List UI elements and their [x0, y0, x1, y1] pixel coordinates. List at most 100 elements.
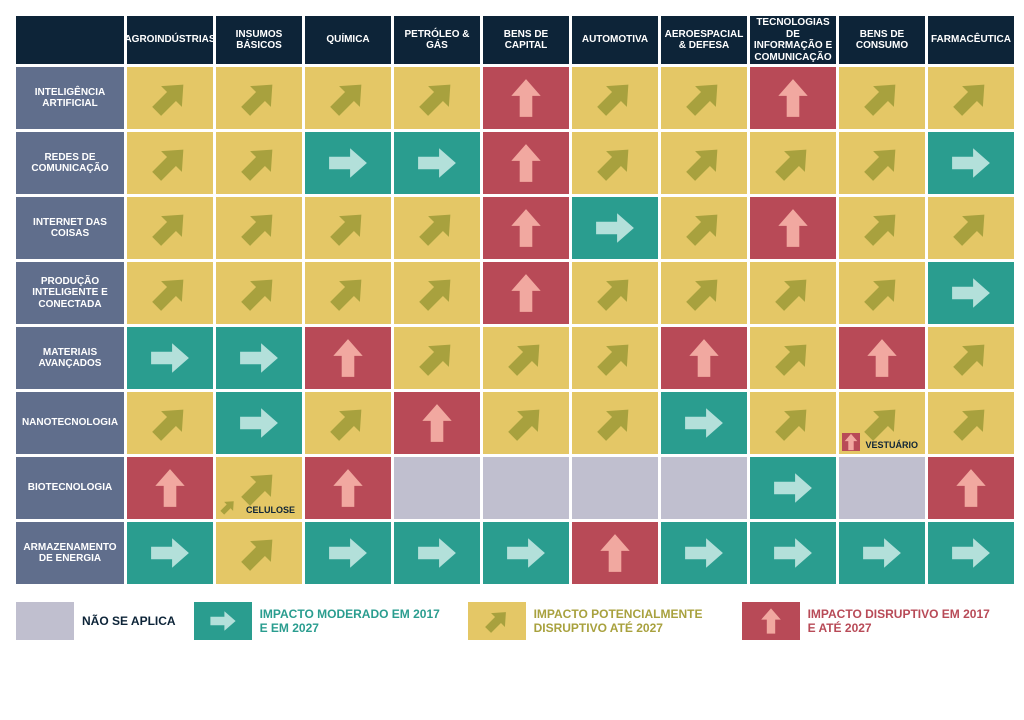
matrix-cell — [839, 457, 925, 519]
impact-arrow-icon — [590, 340, 640, 376]
matrix-cell — [394, 327, 480, 389]
matrix-cell — [127, 67, 213, 129]
impact-arrow-icon — [501, 405, 551, 441]
impact-arrow-icon — [145, 145, 195, 181]
impact-arrow-icon — [323, 535, 373, 571]
matrix-cell — [127, 392, 213, 454]
impact-arrow-icon — [323, 470, 373, 506]
impact-arrow-icon — [234, 470, 284, 506]
impact-arrow-icon — [946, 470, 996, 506]
cell-note-label: CELULOSE — [242, 504, 299, 516]
matrix-cell — [661, 197, 747, 259]
corner-cell — [16, 16, 124, 64]
impact-arrow-icon — [234, 80, 284, 116]
legend: NÃO SE APLICA IMPACTO MODERADO EM 2017 E… — [16, 602, 1008, 640]
matrix-cell — [127, 457, 213, 519]
impact-arrow-icon — [679, 145, 729, 181]
impact-arrow-icon — [145, 80, 195, 116]
impact-arrow-icon — [145, 210, 195, 246]
col-header: AEROESPACIAL & DEFESA — [661, 16, 747, 64]
matrix-cell — [305, 67, 391, 129]
matrix-cell — [305, 197, 391, 259]
row-header: NANOTECNOLOGIA — [16, 392, 124, 454]
matrix-cell — [394, 67, 480, 129]
matrix-cell — [839, 262, 925, 324]
matrix-cell — [483, 67, 569, 129]
col-header: AUTOMOTIVA — [572, 16, 658, 64]
matrix-cell — [216, 327, 302, 389]
impact-arrow-icon — [234, 210, 284, 246]
impact-arrow-icon — [412, 80, 462, 116]
matrix-cell — [928, 392, 1014, 454]
impact-arrow-icon — [412, 340, 462, 376]
impact-arrow-icon — [323, 340, 373, 376]
impact-arrow-icon — [234, 340, 284, 376]
matrix-cell — [127, 132, 213, 194]
impact-arrow-icon — [501, 535, 551, 571]
impact-arrow-icon — [234, 145, 284, 181]
matrix-cell — [750, 457, 836, 519]
matrix-cell — [661, 132, 747, 194]
impact-arrow-icon — [768, 470, 818, 506]
matrix-cell: CELULOSE — [216, 457, 302, 519]
impact-arrow-icon — [768, 275, 818, 311]
col-header: QUÍMICA — [305, 16, 391, 64]
impact-arrow-icon — [946, 340, 996, 376]
impact-arrow-icon — [234, 275, 284, 311]
col-header: TECNOLOGIAS DE INFORMAÇÃO E COMUNICAÇÃO — [750, 16, 836, 64]
col-header: AGROINDÚSTRIAS — [127, 16, 213, 64]
matrix-cell — [661, 327, 747, 389]
matrix-cell — [750, 132, 836, 194]
impact-arrow-icon — [145, 275, 195, 311]
impact-arrow-icon — [857, 535, 907, 571]
impact-arrow-icon — [323, 145, 373, 181]
matrix-cell — [839, 132, 925, 194]
legend-item-disruptive: IMPACTO DISRUPTIVO EM 2017 E ATÉ 2027 — [742, 602, 998, 640]
impact-arrow-icon — [590, 145, 640, 181]
matrix-cell — [928, 522, 1014, 584]
matrix-cell — [216, 392, 302, 454]
matrix-cell — [928, 262, 1014, 324]
matrix-cell — [661, 522, 747, 584]
matrix-cell — [661, 457, 747, 519]
impact-arrow-icon — [679, 275, 729, 311]
matrix-cell — [750, 197, 836, 259]
matrix-cell — [305, 262, 391, 324]
matrix-cell — [661, 392, 747, 454]
impact-arrow-icon — [323, 80, 373, 116]
impact-arrow-icon — [768, 535, 818, 571]
matrix-cell — [394, 457, 480, 519]
legend-item-potential: IMPACTO POTENCIALMENTE DISRUPTIVO ATÉ 20… — [468, 602, 724, 640]
row-header: INTERNET DAS COISAS — [16, 197, 124, 259]
matrix-cell — [839, 522, 925, 584]
matrix-cell — [750, 327, 836, 389]
impact-arrow-icon — [857, 405, 907, 441]
impact-arrow-icon — [679, 340, 729, 376]
impact-arrow-icon — [857, 275, 907, 311]
impact-arrow-icon — [768, 405, 818, 441]
matrix-cell — [928, 197, 1014, 259]
impact-arrow-icon — [679, 535, 729, 571]
col-header: INSUMOS BÁSICOS — [216, 16, 302, 64]
matrix-cell — [928, 132, 1014, 194]
impact-arrow-icon — [145, 470, 195, 506]
matrix-cell — [305, 457, 391, 519]
matrix-cell — [394, 522, 480, 584]
matrix-cell — [305, 327, 391, 389]
matrix-cell — [572, 132, 658, 194]
cell-note-icon — [842, 433, 860, 451]
impact-arrow-icon — [946, 535, 996, 571]
impact-arrow-icon — [323, 275, 373, 311]
matrix-cell — [394, 262, 480, 324]
impact-arrow-icon — [501, 145, 551, 181]
legend-item-na: NÃO SE APLICA — [16, 602, 176, 640]
matrix-cell — [127, 522, 213, 584]
impact-arrow-icon — [768, 80, 818, 116]
matrix-cell — [127, 197, 213, 259]
impact-arrow-icon — [501, 340, 551, 376]
col-header: PETRÓLEO & GÁS — [394, 16, 480, 64]
matrix-cell — [483, 197, 569, 259]
impact-arrow-icon — [946, 210, 996, 246]
matrix-cell — [127, 327, 213, 389]
legend-swatch-moderate — [194, 602, 252, 640]
